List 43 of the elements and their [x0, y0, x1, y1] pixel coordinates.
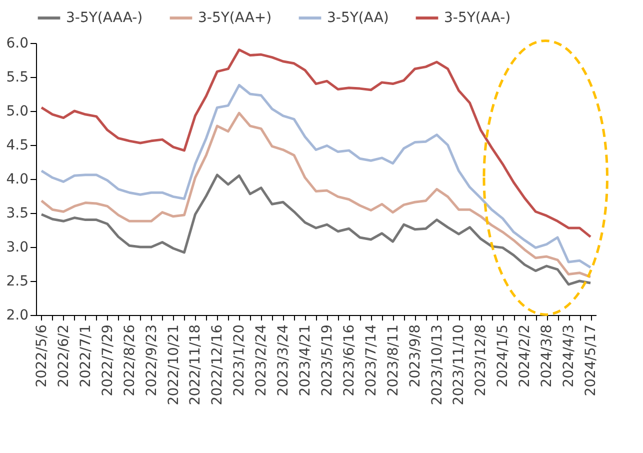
x-tick-label: 2023/9/8 [407, 324, 424, 388]
x-tick-label: 2022/8/26 [122, 324, 138, 396]
x-tick-label: 2023/11/10 [451, 324, 468, 406]
y-tick-label: 4.0 [6, 172, 28, 188]
x-tick-label: 2022/7/1 [78, 324, 94, 388]
x-tick-label: 2023/1/20 [232, 324, 248, 396]
y-tick-label: 3.5 [6, 206, 28, 222]
y-tick-label: 2.0 [6, 308, 28, 324]
y-tick-label: 5.5 [6, 70, 28, 86]
y-tick-label: 3.0 [6, 240, 28, 256]
x-tick-label: 2023/12/8 [473, 324, 490, 396]
x-tick-label: 2023/2/24 [254, 324, 270, 396]
x-tick-label: 2024/4/3 [561, 324, 578, 388]
x-tick-label: 2023/5/19 [319, 324, 336, 396]
y-tick-label: 4.5 [6, 138, 28, 154]
x-tick-label: 2023/3/24 [276, 324, 292, 396]
x-tick-label: 2022/10/21 [166, 324, 182, 406]
x-tick-label: 2023/6/16 [341, 324, 358, 396]
legend-label: 3-5Y(AA+) [198, 10, 272, 26]
legend-label: 3-5Y(AA) [327, 10, 389, 26]
line-series [40, 112, 592, 278]
legend-label: 3-5Y(AAA-) [66, 10, 143, 26]
x-tick-label: 2022/5/6 [34, 324, 50, 388]
x-tick-label: 2023/7/14 [363, 324, 380, 396]
x-tick-label: 2023/10/13 [429, 324, 446, 406]
line-series [40, 84, 592, 269]
x-tick-label: 2022/11/18 [188, 324, 204, 406]
x-tick-label: 2024/2/2 [517, 324, 534, 388]
x-tick-label: 2023/8/11 [385, 324, 402, 396]
line-series [40, 48, 592, 238]
y-tick-label: 2.5 [6, 274, 28, 290]
x-tick-label: 2022/12/16 [210, 324, 226, 406]
line-series [40, 174, 592, 286]
y-tick-label: 5.0 [6, 104, 28, 120]
x-tick-label: 2022/9/23 [144, 324, 160, 396]
x-tick-label: 2023/4/21 [298, 324, 314, 396]
x-tick-label: 2024/3/8 [539, 324, 556, 388]
x-tick-label: 2024/5/17 [583, 324, 600, 396]
x-tick-label: 2022/6/2 [56, 324, 72, 388]
y-tick-label: 6.0 [6, 36, 28, 52]
x-tick-label: 2022/7/29 [100, 324, 116, 396]
x-tick-label: 2024/1/5 [495, 324, 512, 388]
legend-label: 3-5Y(AA-) [444, 10, 511, 26]
